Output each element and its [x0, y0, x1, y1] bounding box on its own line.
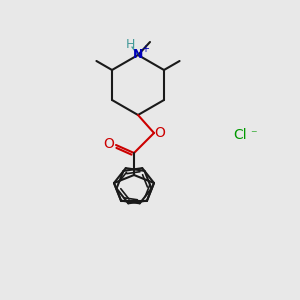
Text: ⁻: ⁻ [250, 128, 256, 142]
Text: N: N [133, 47, 143, 61]
Text: H: H [125, 38, 135, 50]
Text: +: + [141, 44, 149, 54]
Text: O: O [103, 137, 114, 151]
Text: Cl: Cl [233, 128, 247, 142]
Text: O: O [154, 126, 165, 140]
